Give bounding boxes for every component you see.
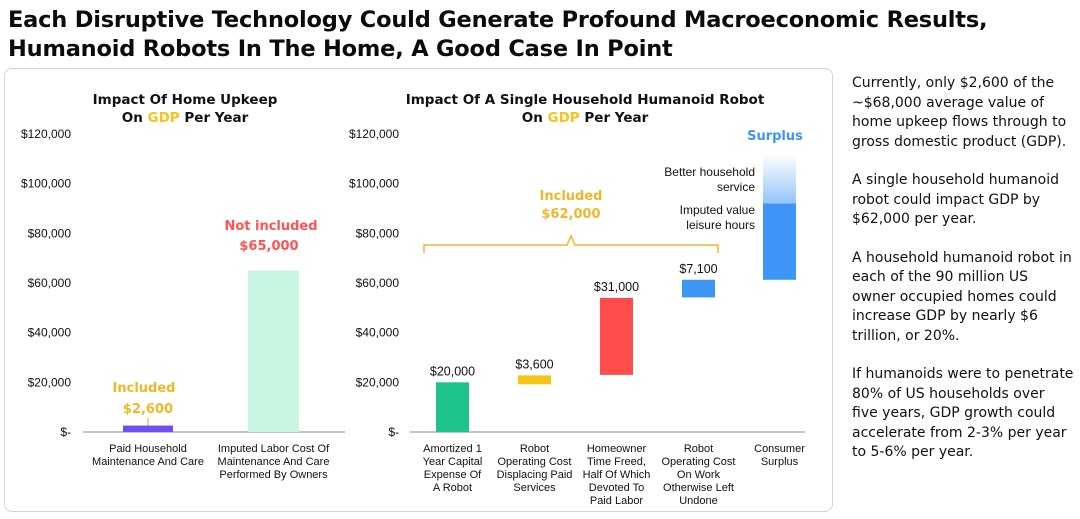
page-title-line-2: Humanoid Robots In The Home, A Good Case… [8,36,673,62]
page-title: Each Disruptive Technology Could Generat… [8,6,988,64]
x-category-label: Performed By Owners [219,469,328,481]
chart-title-text: On [522,110,548,126]
bar-value-label: $31,000 [594,280,639,294]
chart-title-gdp-highlight: GDP [148,110,180,126]
not-included-label: Not included [224,219,317,234]
x-category-label: Otherwise Left [663,482,734,494]
y-tick-label: $60,000 [28,276,72,290]
y-tick-label: $100,000 [349,177,399,191]
waterfall-bar [600,297,633,375]
y-tick-label: $40,000 [356,326,400,340]
bar-value-label: $3,600 [515,357,553,371]
x-category-label: Maintenance And Care [92,456,204,468]
charts-canvas: Impact Of Home Upkeep On GDP Per Year $120… [21,92,805,507]
waterfall-bar [436,382,469,432]
y-tick-label: $120,000 [349,127,399,141]
surplus-note: service [717,180,755,194]
waterfall-bar [518,375,551,385]
y-tick-label: $40,000 [28,326,72,340]
x-category-label: Operating Cost [498,456,572,468]
not-included-value-label: $65,000 [239,239,298,254]
surplus-bar [763,203,796,280]
x-category-label: Expense Of [424,469,482,481]
x-category-label: Operating Cost [662,456,736,468]
bar [123,425,173,432]
commentary-paragraph: If humanoids were to penetrate 80% of US… [852,366,1074,460]
x-category-label: Robot [520,443,549,455]
included-label: Included [113,381,176,396]
x-category-label: Year Capital [423,456,483,468]
commentary-paragraph: A household humanoid robot in each of th… [852,249,1072,344]
bracket [423,234,719,253]
chart-title-line-2: On GDP Per Year [122,110,249,126]
x-category-label: Time Freed, [587,456,646,468]
x-category-label: Undone [679,495,718,507]
y-tick-label: $- [60,425,71,439]
x-category-label: Services [513,482,556,494]
chart-title: Impact Of A Single Household Humanoid Ro… [406,92,765,108]
y-tick-label: $100,000 [21,177,71,191]
x-category-label: Displacing Paid [497,469,573,481]
x-category-label: Paid Labor [590,495,644,507]
chart-title-line-2: On GDP Per Year [522,110,649,126]
y-tick-label: $60,000 [356,276,400,290]
included-value-label: $2,600 [123,402,173,417]
x-category-label: Consumer [754,443,805,455]
chart-title: Impact Of Home Upkeep [93,92,278,108]
y-tick-label: $80,000 [28,226,72,240]
x-category-label: Surplus [761,456,799,468]
commentary-panel: Currently, only $2,600 of the ~$68,000 a… [852,74,1074,482]
surplus-faded-bar [763,153,796,204]
surplus-note: Better household [664,165,755,179]
x-category-label: Amortized 1 [423,443,482,455]
surplus-note: Imputed value [680,203,756,217]
y-tick-label: $- [388,425,399,439]
x-category-label: Maintenance And Care [218,456,330,468]
x-category-label: Paid Household [109,443,187,455]
y-tick-label: $80,000 [356,226,400,240]
x-category-label: Homeowner [587,443,647,455]
chart-title-text: Per Year [180,110,249,126]
x-category-label: Imputed Labor Cost Of [218,443,330,455]
bracket-value-label: $62,000 [541,207,600,222]
surplus-label: Surplus [747,129,803,144]
x-category-label: Half Of Which [583,469,651,481]
y-tick-label: $20,000 [356,375,400,389]
x-category-label: A Robot [433,482,472,494]
waterfall-bar [682,279,715,298]
chart-panel: Impact Of Home Upkeep On GDP Per Year $120… [4,68,833,512]
chart-title-text: Per Year [580,110,649,126]
commentary-paragraph: Currently, only $2,600 of the ~$68,000 a… [852,75,1067,150]
x-category-label: On Work [677,469,721,481]
chart-title-text: On [122,110,148,126]
bar [248,270,299,432]
x-category-label: Devoted To [589,482,644,494]
bar-value-label: $7,100 [679,262,717,276]
chart-title-gdp-highlight: GDP [548,110,580,126]
bar-value-label: $20,000 [430,364,475,378]
commentary-paragraph: A single household humanoid robot could … [852,172,1059,227]
y-tick-label: $20,000 [28,375,72,389]
surplus-note: leisure hours [686,218,755,232]
y-tick-label: $120,000 [21,127,71,141]
page-title-line-1: Each Disruptive Technology Could Generat… [8,7,988,33]
x-category-label: Robot [684,443,713,455]
bracket-included-label: Included [540,189,603,204]
